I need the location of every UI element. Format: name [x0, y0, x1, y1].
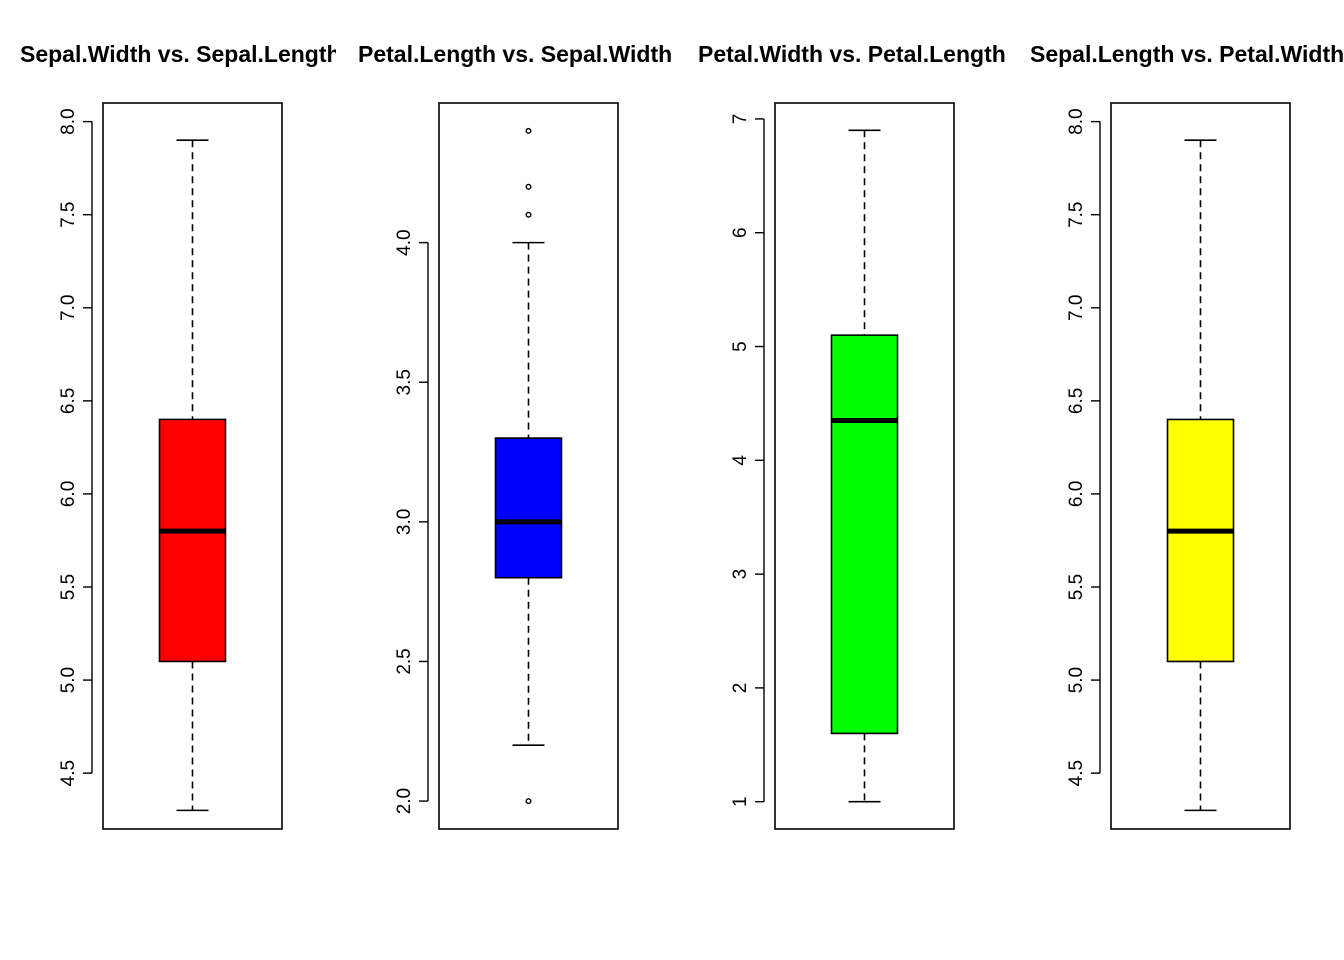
y-tick-label: 6.0 — [1066, 481, 1087, 507]
panel-sepal-length-vs-petal-width: Sepal.Length vs. Petal.Width 4.5 5.0 5.5 6.… — [1030, 41, 1344, 830]
box-iqr — [830, 334, 899, 735]
panel-title: Sepal.Width vs. Sepal.Length — [20, 41, 341, 67]
y-tick-label: 6.5 — [58, 388, 79, 414]
panel-petal-width-vs-petal-length: Petal.Width vs. Petal.Length 1 2 3 4 5 6 7 — [698, 41, 1006, 830]
y-tick-label: 4.5 — [1066, 760, 1087, 786]
box-iqr — [158, 418, 227, 663]
y-tick-label: 1 — [730, 796, 751, 807]
outlier-point — [525, 211, 532, 218]
box-iqr — [1166, 418, 1235, 663]
plot-frame — [438, 102, 619, 830]
y-tick-label: 4 — [730, 455, 751, 466]
y-tick-label: 7.5 — [1066, 201, 1087, 227]
y-tick-label: 7 — [730, 114, 751, 125]
y-tick-label: 5 — [730, 341, 751, 352]
outlier-point — [525, 798, 532, 805]
panel-title: Sepal.Length vs. Petal.Width — [1030, 41, 1344, 67]
y-tick-label: 6.0 — [58, 481, 79, 507]
box-iqr — [494, 437, 563, 579]
outlier-point — [525, 127, 532, 134]
y-tick-label: 2 — [730, 683, 751, 694]
y-tick-label: 5.5 — [1066, 574, 1087, 600]
y-tick-label: 7.5 — [58, 201, 79, 227]
panel-petal-length-vs-sepal-width: Petal.Length vs. Sepal.Width 2.0 2.5 3.0 3.… — [358, 41, 672, 830]
plot-frame — [1110, 102, 1291, 830]
y-tick-label: 4.5 — [58, 760, 79, 786]
y-tick-label: 2.0 — [394, 788, 415, 814]
y-tick-label: 5.0 — [58, 667, 79, 693]
y-tick-label: 7.0 — [58, 295, 79, 321]
outlier-point — [525, 183, 532, 190]
y-tick-label: 5.0 — [1066, 667, 1087, 693]
panel-title: Petal.Width vs. Petal.Length — [698, 41, 1006, 67]
y-tick-label: 3 — [730, 569, 751, 580]
y-tick-label: 6 — [730, 227, 751, 238]
plot-frame — [102, 102, 283, 830]
y-tick-label: 5.5 — [58, 574, 79, 600]
y-tick-label: 3.0 — [394, 509, 415, 535]
y-tick-label: 3.5 — [394, 369, 415, 395]
panel-title: Petal.Length vs. Sepal.Width — [358, 41, 672, 67]
y-tick-label: 8.0 — [58, 108, 79, 134]
y-tick-label: 7.0 — [1066, 295, 1087, 321]
y-tick-label: 2.5 — [394, 648, 415, 674]
plot-frame — [774, 102, 955, 830]
panel-sepal-width-vs-sepal-length: Sepal.Width vs. Sepal.Length 4.5 5.0 5.5 6.… — [20, 41, 341, 830]
y-tick-label: 4.0 — [394, 229, 415, 255]
y-tick-label: 8.0 — [1066, 108, 1087, 134]
y-tick-label: 6.5 — [1066, 388, 1087, 414]
